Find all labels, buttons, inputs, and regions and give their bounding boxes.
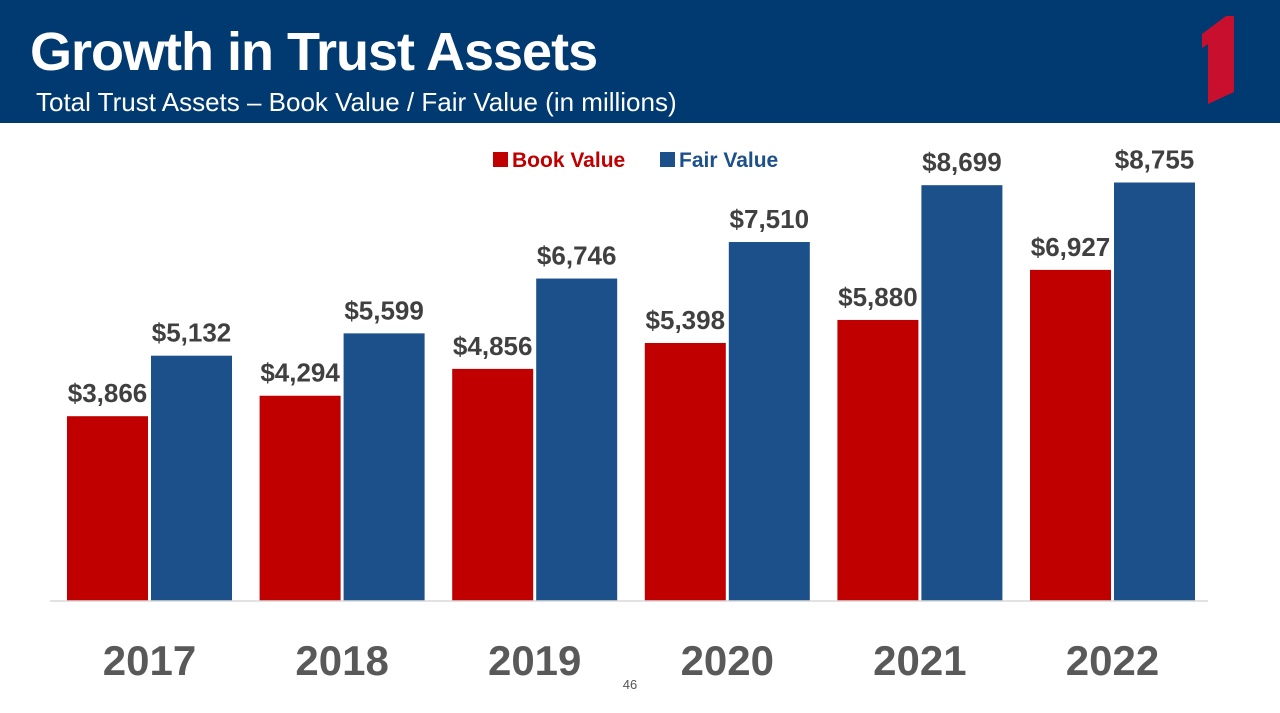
bar-fair-value-2018 (343, 333, 425, 601)
bar-book-value-2019 (452, 368, 534, 601)
category-label-2020: 2020 (681, 637, 774, 684)
data-label-book-value-2019: $4,856 (453, 331, 533, 361)
legend-label-fair-value: Fair Value (679, 149, 778, 172)
chart-category-labels: 2017 2018 2019 2020 2021 2022 (103, 637, 1159, 684)
category-label-2018: 2018 (295, 637, 388, 684)
category-label-2017: 2017 (103, 637, 196, 684)
bar-fair-value-2019 (536, 278, 618, 601)
bar-fair-value-2022 (1114, 182, 1195, 602)
data-label-book-value-2018: $4,294 (260, 358, 340, 388)
chart-legend: Book Value Fair Value (493, 149, 778, 172)
trust-assets-bar-chart: Book Value Fair Value $3,866$5,132$4,294$… (50, 145, 1208, 684)
page-title: Growth in Trust Assets (30, 22, 598, 82)
legend-swatch-book-value (493, 152, 508, 167)
category-label-2019: 2019 (488, 637, 581, 684)
page-number: 46 (622, 677, 638, 692)
data-label-book-value-2022: $6,927 (1031, 232, 1111, 262)
chart-bars (67, 182, 1195, 602)
data-label-fair-value-2017: $5,132 (152, 318, 232, 348)
bar-fair-value-2021 (921, 185, 1003, 601)
data-label-fair-value-2018: $5,599 (344, 295, 424, 325)
legend-label-book-value: Book Value (512, 149, 625, 172)
bar-book-value-2017 (67, 416, 148, 601)
bar-fair-value-2017 (151, 355, 232, 601)
data-label-fair-value-2020: $7,510 (730, 204, 810, 234)
data-label-fair-value-2022: $8,755 (1115, 145, 1195, 175)
page-subtitle: Total Trust Assets – Book Value / Fair V… (36, 87, 677, 117)
data-label-book-value-2017: $3,866 (68, 378, 148, 408)
chart-value-labels: $3,866$5,132 $4,294 $5,599 $4,856 $6,746 $5,3… (68, 145, 1195, 409)
bar-book-value-2022 (1030, 269, 1111, 601)
numeral-one-logo-icon (1202, 16, 1234, 104)
data-label-book-value-2020: $5,398 (646, 305, 726, 335)
data-label-fair-value-2019: $6,746 (537, 241, 617, 271)
bar-book-value-2020 (644, 342, 726, 601)
bar-book-value-2018 (259, 395, 341, 601)
legend-swatch-fair-value (660, 152, 675, 167)
bar-fair-value-2020 (728, 242, 810, 601)
data-label-fair-value-2021: $8,699 (922, 147, 1002, 177)
bar-book-value-2021 (837, 319, 919, 601)
data-label-book-value-2021: $5,880 (838, 282, 918, 312)
header-banner: Growth in Trust Assets Total Trust Asset… (0, 0, 1280, 123)
category-label-2022: 2022 (1066, 637, 1159, 684)
category-label-2021: 2021 (873, 637, 966, 684)
